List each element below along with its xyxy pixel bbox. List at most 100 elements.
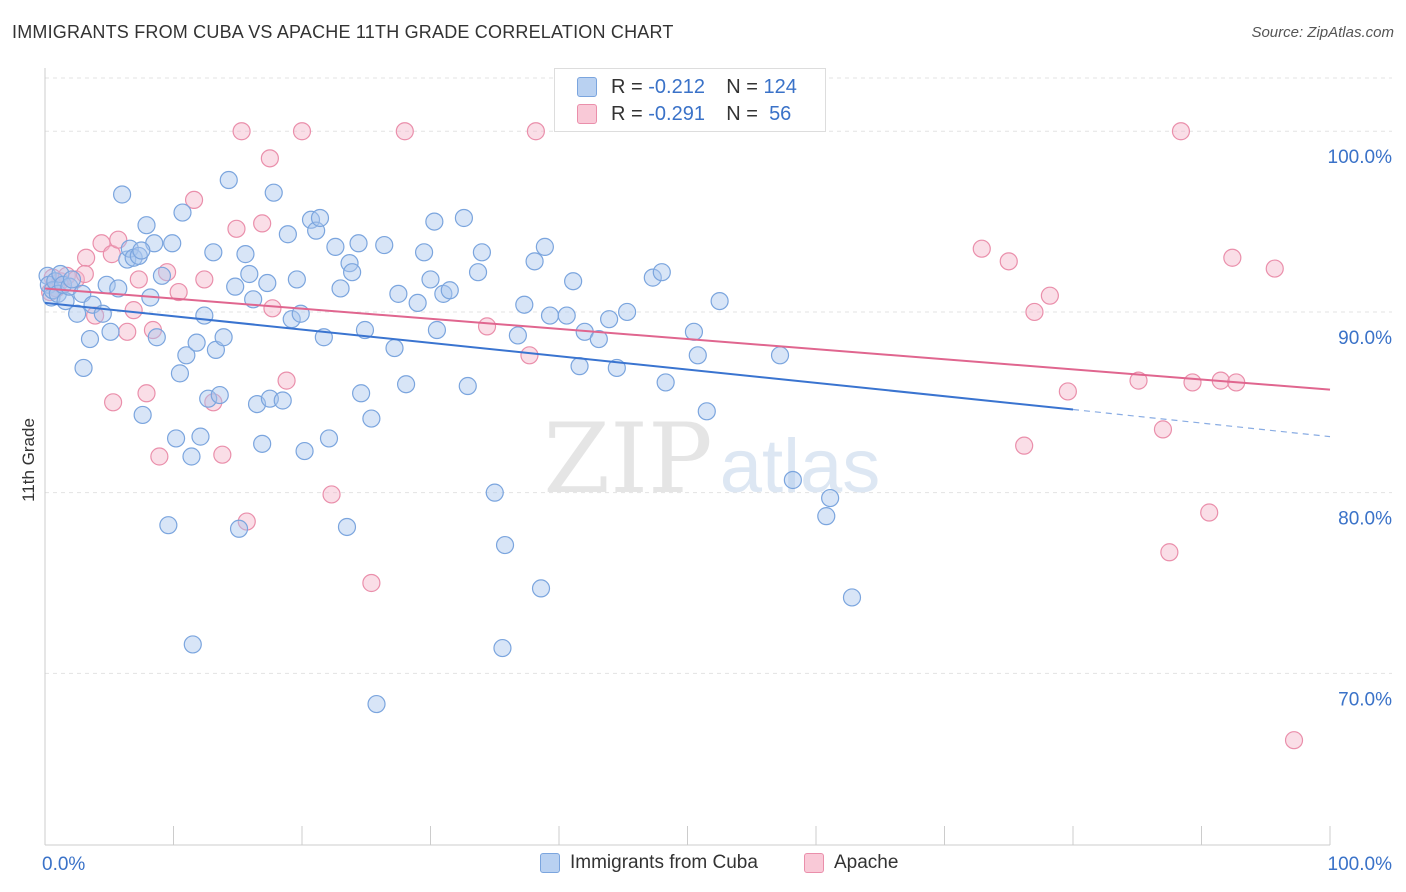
legend-row-apache: R = -0.291 N = 56: [577, 101, 791, 127]
apache-point: [999, 252, 1018, 271]
apache-point: [1183, 373, 1202, 392]
cuba-point: [132, 241, 151, 260]
cuba-point: [187, 333, 206, 352]
cuba-point: [710, 292, 729, 311]
cuba-point: [421, 270, 440, 289]
apache-point: [77, 248, 96, 267]
chart-title: IMMIGRANTS FROM CUBA VS APACHE 11TH GRAD…: [12, 22, 674, 42]
cuba-point: [525, 252, 544, 271]
cuba-point: [278, 225, 297, 244]
apache-point: [118, 322, 137, 341]
legend-label-cuba: Immigrants from Cuba: [570, 852, 758, 873]
y-tick-label: 100.0%: [1328, 147, 1393, 168]
apache-point: [1223, 248, 1242, 267]
watermark-atlas: atlas: [720, 424, 881, 509]
cuba-point: [540, 306, 560, 325]
apache-point: [227, 219, 246, 238]
apache-point: [124, 301, 143, 320]
legend-r-value: -0.291: [648, 102, 705, 125]
cuba-point: [607, 358, 626, 378]
apache-point: [237, 512, 256, 531]
cuba-point: [440, 281, 459, 300]
apache-point: [1284, 731, 1304, 750]
cuba-point: [355, 320, 375, 340]
apache-point: [260, 149, 279, 168]
cuba-point: [287, 270, 306, 289]
apache-point: [477, 317, 497, 336]
apache-point: [169, 282, 188, 302]
apache-point: [972, 239, 991, 258]
cuba-point: [159, 516, 178, 535]
cuba-point: [396, 375, 416, 394]
cuba-point: [472, 243, 491, 262]
cuba-point: [137, 216, 156, 235]
cuba-point: [385, 338, 404, 358]
apache-point: [520, 346, 539, 365]
cuba-point: [219, 170, 238, 190]
cuba-point: [643, 268, 662, 287]
trend-lines: [44, 287, 1331, 438]
axis-labels: 11th Grade 70.0% 80.0% 90.0% 100.0% 0.0% 100.…: [19, 147, 1392, 875]
cuba-point: [51, 264, 70, 284]
cuba-point: [264, 183, 283, 202]
apache-point: [395, 122, 414, 141]
apache-point: [526, 122, 545, 141]
cuba-point: [408, 293, 427, 313]
y-tick-label: 90.0%: [1338, 328, 1392, 349]
apache-point: [104, 393, 123, 412]
cuba-point: [783, 470, 802, 490]
cuba-point: [343, 263, 362, 282]
cuba-point: [821, 488, 840, 508]
apache-point: [362, 573, 381, 593]
cuba-point: [468, 263, 488, 282]
cuba-point: [367, 694, 386, 714]
legend-swatch-blue: [540, 853, 560, 873]
cuba-point: [375, 235, 394, 255]
cuba-point: [485, 483, 504, 502]
legend-r-label: R =: [611, 75, 643, 98]
cuba-point: [80, 329, 100, 349]
cuba-point: [684, 322, 704, 341]
cuba-point: [454, 208, 474, 228]
legend-n-label: N =: [726, 75, 758, 98]
data-points: [38, 122, 1304, 750]
cuba-point: [495, 535, 515, 555]
cuba-point: [656, 373, 675, 392]
apache-point: [1160, 543, 1179, 562]
apache-point: [1153, 420, 1173, 439]
legend-label-apache: Apache: [834, 852, 899, 873]
cuba-point: [458, 376, 477, 396]
cuba-point: [214, 328, 233, 347]
cuba-point: [535, 237, 554, 256]
cuba-point: [183, 635, 202, 654]
cuba-point: [74, 358, 93, 378]
watermark-zip: ZIP: [543, 403, 712, 515]
cuba-point: [618, 302, 637, 322]
legend-n-value: 56: [769, 102, 792, 125]
apache-point: [150, 447, 169, 466]
cuba-point: [493, 638, 512, 658]
cuba-point: [817, 507, 836, 526]
cuba-point: [842, 588, 862, 607]
cuba-point: [531, 579, 551, 598]
apache-point: [184, 190, 204, 210]
cuba-point: [688, 346, 707, 365]
cuba-point: [166, 429, 186, 448]
cuba-point: [362, 409, 381, 428]
cuba-point: [425, 212, 444, 231]
apache-point: [277, 371, 296, 390]
x-tick-label: 100.0%: [1328, 854, 1393, 875]
cuba-point: [229, 519, 249, 538]
legend-item-cuba: Immigrants from Cuba: [540, 852, 758, 874]
cuba-point: [515, 295, 534, 314]
apache-point: [129, 270, 148, 289]
cuba-point: [147, 328, 166, 347]
apache-point: [1040, 286, 1059, 305]
cuba-point: [770, 346, 790, 365]
cuba-point: [310, 208, 330, 228]
cuba-point: [508, 326, 527, 345]
cuba-point: [697, 402, 716, 421]
legend-swatch-pink: [804, 853, 824, 873]
legend-swatch-blue: [577, 77, 597, 97]
